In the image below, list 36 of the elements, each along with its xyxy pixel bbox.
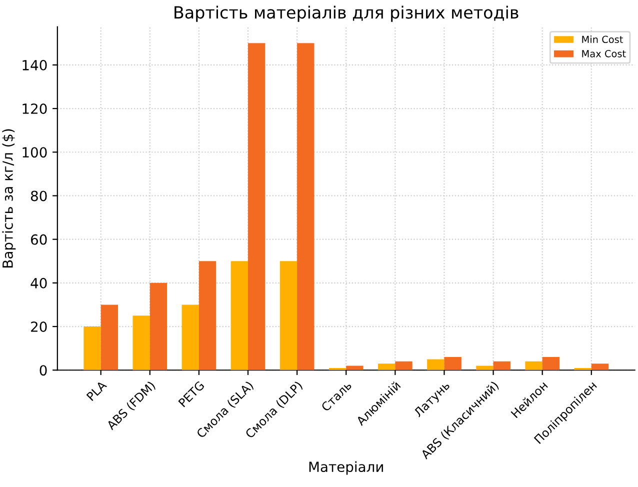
y-tick-label: 0 xyxy=(40,365,47,376)
bar xyxy=(198,261,216,370)
x-axis-title: Матеріали xyxy=(309,461,383,475)
bar xyxy=(591,364,609,370)
bar xyxy=(230,261,248,370)
bar xyxy=(150,282,168,370)
bar xyxy=(493,361,510,370)
bar xyxy=(525,361,542,370)
bar xyxy=(100,304,118,370)
bar xyxy=(346,366,364,370)
bar xyxy=(182,304,199,370)
bar xyxy=(248,43,266,370)
y-tick-label: 120 xyxy=(22,104,47,114)
y-tick-label: 140 xyxy=(22,60,47,70)
y-tick-label: 20 xyxy=(31,321,47,332)
bar xyxy=(574,368,592,370)
bar xyxy=(395,361,412,370)
legend-label: Max Cost xyxy=(582,50,626,58)
legend-label: Min Cost xyxy=(582,36,623,44)
bar xyxy=(328,368,346,370)
bar xyxy=(444,357,462,370)
x-tick-label: PLA xyxy=(86,380,108,401)
chart-title: Вартість матеріалів для різних методів xyxy=(174,6,518,22)
bar xyxy=(542,357,560,370)
bar xyxy=(84,326,101,370)
bar xyxy=(280,261,298,370)
bar xyxy=(378,364,396,370)
bar xyxy=(132,316,150,370)
bar xyxy=(427,359,444,370)
y-tick-label: 40 xyxy=(30,278,47,288)
bar xyxy=(297,43,314,370)
y-axis-title: Вартість за кг/л ($) xyxy=(2,129,16,268)
bar xyxy=(476,366,494,370)
y-tick-label: 80 xyxy=(30,190,47,202)
y-tick-label: 60 xyxy=(30,234,47,245)
y-tick-label: 100 xyxy=(22,147,47,158)
